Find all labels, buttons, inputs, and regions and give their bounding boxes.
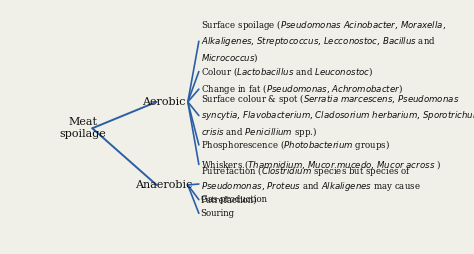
Text: Aerobic: Aerobic [142, 97, 186, 107]
Text: Anaerobic: Anaerobic [135, 180, 192, 190]
Text: Colour ($\it{Lactobacillus}$ and $\it{Leuconostoc}$): Colour ($\it{Lactobacillus}$ and $\it{Le… [201, 65, 373, 78]
Text: Souring: Souring [201, 209, 235, 218]
Text: Meat
spoilage: Meat spoilage [60, 117, 107, 139]
Text: Change in fat ($\it{Pseudomonas}$, $\it{Achromobacter}$): Change in fat ($\it{Pseudomonas}$, $\it{… [201, 82, 402, 96]
Text: Whiskers ($\it{Thamnidium}$, $\it{Mucor}$ $\it{mucedo}$, $\it{Mucor}$ $\it{acros: Whiskers ($\it{Thamnidium}$, $\it{Mucor}… [201, 158, 441, 171]
Text: Putrefaction ($\it{Clostridium}$ species but species of
$\it{Pseudomonas}$, $\it: Putrefaction ($\it{Clostridium}$ species… [201, 164, 420, 204]
Text: Surface spoilage ($\it{Pseudomonas}$ $\it{Acinobacter}$, $\it{Moraxella}$,
$\it{: Surface spoilage ($\it{Pseudomonas}$ $\i… [201, 19, 446, 64]
Text: Phosphorescence ($\it{Photobacterium}$ groups): Phosphorescence ($\it{Photobacterium}$ g… [201, 138, 390, 152]
Text: Gas production: Gas production [201, 195, 267, 204]
Text: Surface colour & spot ($\it{Serratia}$ $\it{marcescens}$, $\it{Pseudomonas}$
$\i: Surface colour & spot ($\it{Serratia}$ $… [201, 92, 474, 139]
